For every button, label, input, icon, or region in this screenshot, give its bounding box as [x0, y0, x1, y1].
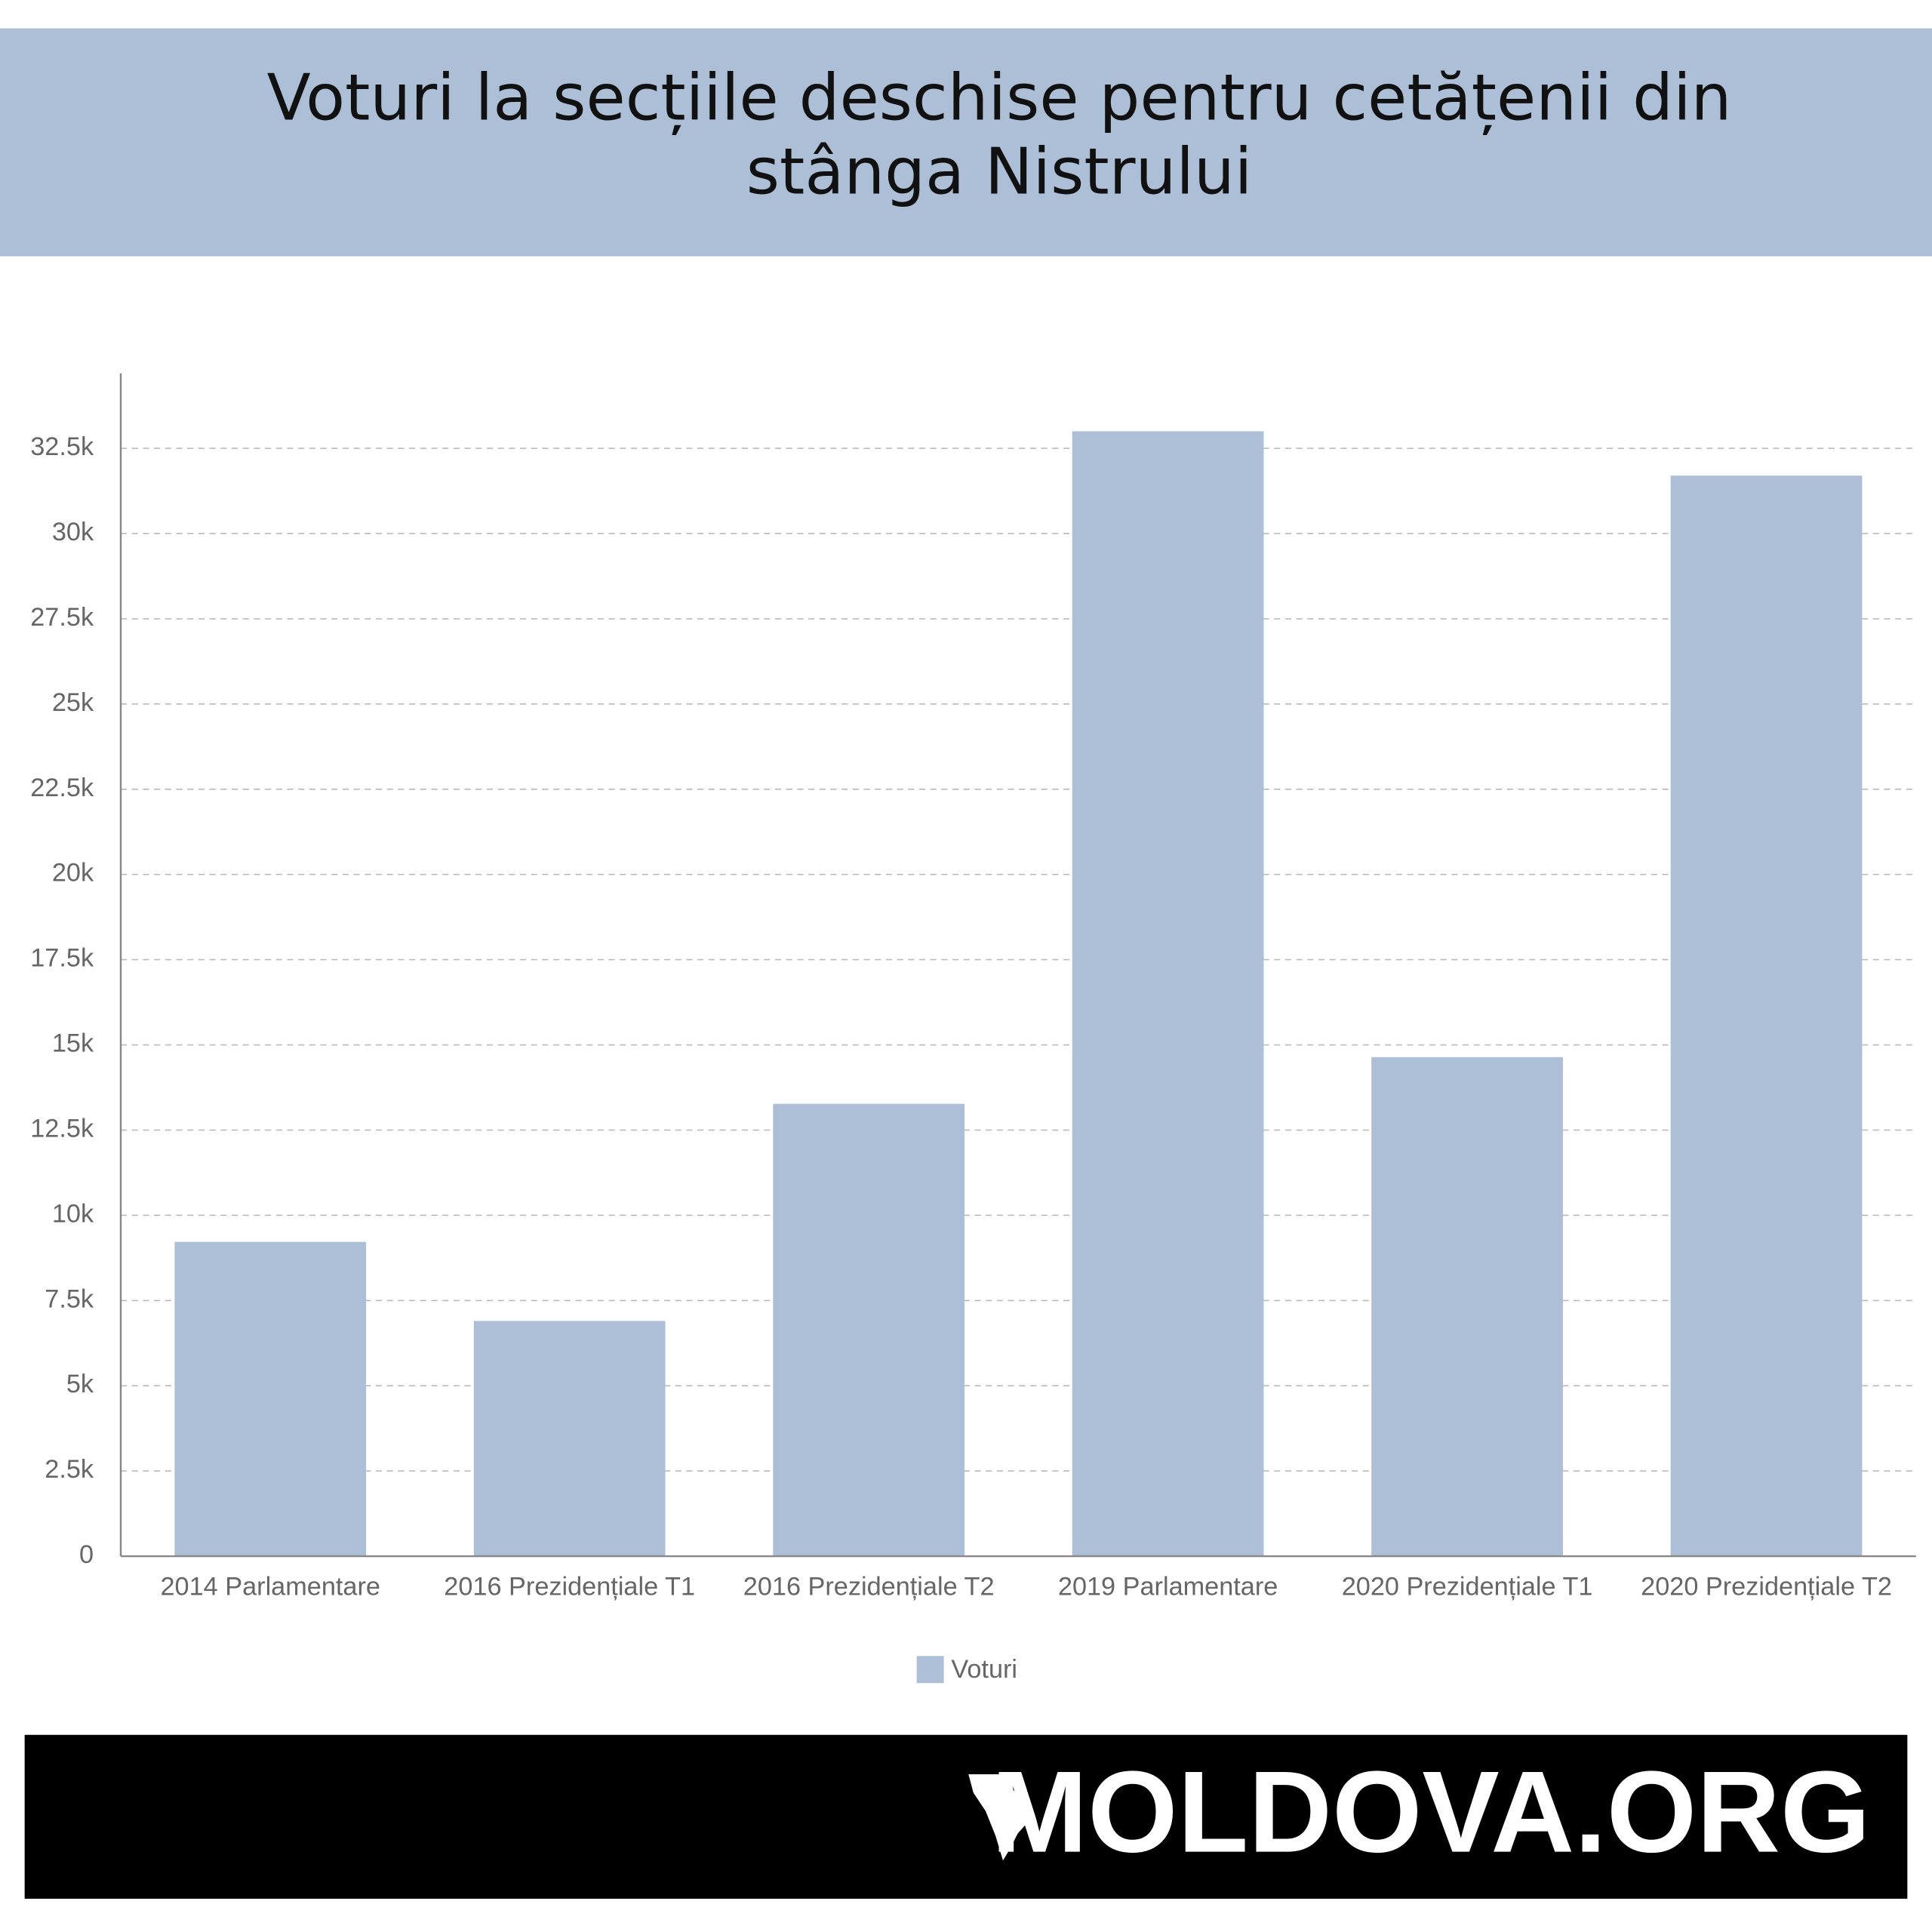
legend-swatch [916, 1656, 944, 1684]
y-tick-label: 22.5k [30, 774, 94, 802]
y-tick-label: 25k [52, 688, 94, 717]
bar [773, 1103, 965, 1557]
bar [1670, 475, 1863, 1557]
bar [1371, 1057, 1563, 1557]
y-tick-label: 0 [79, 1540, 94, 1569]
y-tick-label: 7.5k [45, 1284, 94, 1313]
footer-band [24, 1734, 1908, 1899]
logo-text: MOLDOVA.ORG [991, 1747, 1870, 1877]
y-tick-label: 17.5k [30, 944, 94, 973]
y-tick-label: 30k [52, 518, 94, 546]
y-tick-label: 15k [52, 1029, 94, 1058]
chart-title: Voturi la secțiile deschise pentru cetăț… [266, 61, 1732, 210]
x-tick-label: 2019 Parlamentare [1058, 1573, 1278, 1601]
x-tick-label: 2016 Prezidențiale T1 [444, 1573, 695, 1601]
y-tick-label: 2.5k [45, 1455, 94, 1484]
bar [1072, 431, 1264, 1557]
y-tick-label: 10k [52, 1199, 94, 1228]
title-band [0, 28, 1932, 257]
logo-map [968, 1774, 1029, 1861]
y-tick-label: 12.5k [30, 1114, 94, 1143]
y-tick-label: 32.5k [30, 432, 94, 461]
x-tick-label: 2020 Prezidențiale T1 [1342, 1573, 1593, 1601]
y-tick-label: 27.5k [30, 603, 94, 632]
y-tick-label: 5k [66, 1370, 94, 1398]
bar [473, 1321, 666, 1557]
title-box: Voturi la secțiile deschise pentru cetăț… [266, 61, 1732, 210]
x-tick-label: 2016 Prezidențiale T2 [743, 1573, 995, 1601]
y-tick-label: 20k [52, 859, 94, 888]
x-tick-label: 2020 Prezidențiale T2 [1641, 1573, 1892, 1601]
legend-label: Voturi [951, 1655, 1017, 1684]
logo-icon [968, 1774, 1029, 1861]
bar [174, 1241, 367, 1557]
x-tick-label: 2014 Parlamentare [161, 1573, 380, 1601]
